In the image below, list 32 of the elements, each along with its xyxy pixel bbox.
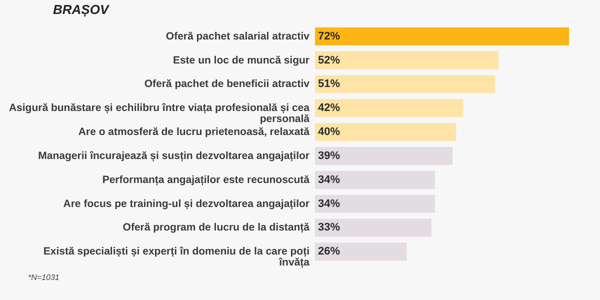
bar (315, 194, 435, 213)
bar (315, 51, 498, 70)
bar (315, 218, 432, 237)
y-tick-label: Performanța angajaților este recunoscută (102, 174, 310, 186)
y-tick-label: Există specialiști și experți în domeniu de la care poți învăța (43, 246, 310, 269)
data-label: 26% (318, 246, 340, 258)
data-label: 72% (318, 30, 340, 42)
data-label: 52% (318, 54, 340, 66)
bar (315, 123, 456, 142)
bar (315, 99, 464, 118)
data-label: 33% (318, 222, 340, 234)
y-tick-label: Oferă program de lucru de la distanță (122, 222, 310, 234)
data-label: 39% (318, 150, 340, 162)
bar (315, 146, 453, 165)
data-label: 34% (318, 174, 340, 186)
y-tick-label: Are focus pe training-ul și dezvoltarea angajaților (63, 198, 310, 210)
bar (315, 27, 569, 46)
data-label: 34% (318, 198, 340, 210)
bar (315, 242, 407, 261)
y-tick-label: Are o atmosferă de lucru prietenoasă, relaxată (78, 126, 310, 138)
data-label: 51% (318, 78, 340, 90)
text: *N=1031 (28, 273, 60, 282)
bar (315, 75, 495, 94)
data-label: 42% (318, 102, 340, 114)
y-tick-label: Oferă pachet de beneficii atractiv (144, 78, 310, 90)
y-tick-label: Este un loc de muncă sigur (172, 54, 310, 66)
y-tick-label: Managerii încurajează și susțin dezvoltarea angajaților (38, 150, 310, 162)
data-label: 40% (318, 126, 340, 138)
y-tick-label: Oferă pachet salarial atractiv (166, 30, 310, 42)
text: BRAȘOV (53, 2, 110, 17)
bar (315, 170, 435, 189)
y-tick-label: Asigură bunăstare și echilibru între viața profesională și cea personală (8, 102, 310, 126)
